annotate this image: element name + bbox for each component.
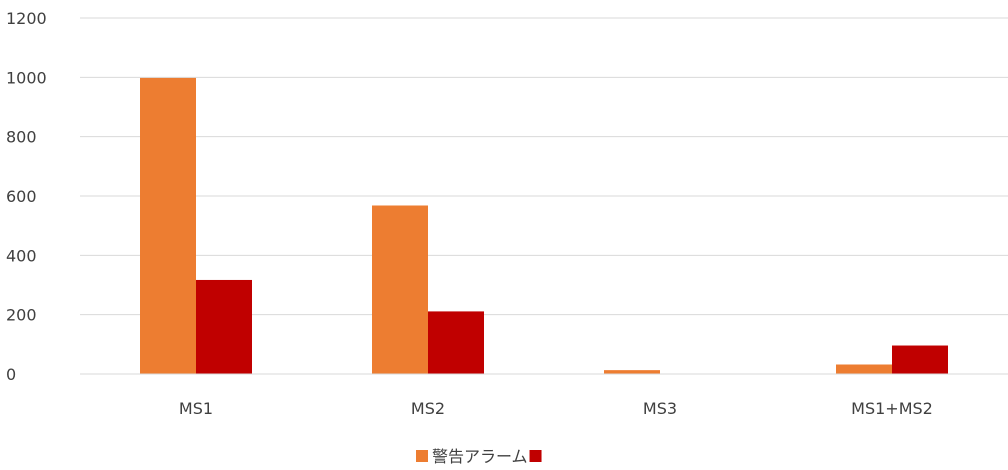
legend: 警告アラーム <box>416 447 542 466</box>
bar-2-ms1-ms2 <box>892 345 948 374</box>
y-tick-label: 400 <box>6 246 37 265</box>
legend-swatch-1 <box>416 450 428 462</box>
x-axis-category-labels: MS1 MS2 MS3 MS1+MS2 <box>179 399 933 418</box>
legend-swatch-2 <box>529 450 542 462</box>
x-category-label: MS2 <box>411 399 445 418</box>
bar-2-ms2 <box>428 311 484 374</box>
x-category-label: MS1+MS2 <box>851 399 933 418</box>
bar-2-ms1 <box>196 279 252 374</box>
x-category-label: MS1 <box>179 399 213 418</box>
bar-1-ms1 <box>140 77 196 374</box>
y-tick-label: 1000 <box>6 68 47 87</box>
y-tick-label: 800 <box>6 128 37 147</box>
legend-label-1: 警告アラーム <box>432 447 528 466</box>
bar-1-ms1-ms2 <box>836 364 892 374</box>
y-tick-label: 600 <box>6 187 37 206</box>
bars <box>140 77 948 374</box>
y-tick-label: 1200 <box>6 9 47 28</box>
y-tick-label: 200 <box>6 306 37 325</box>
y-axis-tick-labels: 0 200 400 600 800 1000 1200 <box>6 9 47 384</box>
bar-1-ms2 <box>372 205 428 374</box>
y-tick-label: 0 <box>6 365 16 384</box>
bar-1-ms3 <box>604 370 660 374</box>
x-category-label: MS3 <box>643 399 677 418</box>
gridlines <box>80 17 1008 316</box>
